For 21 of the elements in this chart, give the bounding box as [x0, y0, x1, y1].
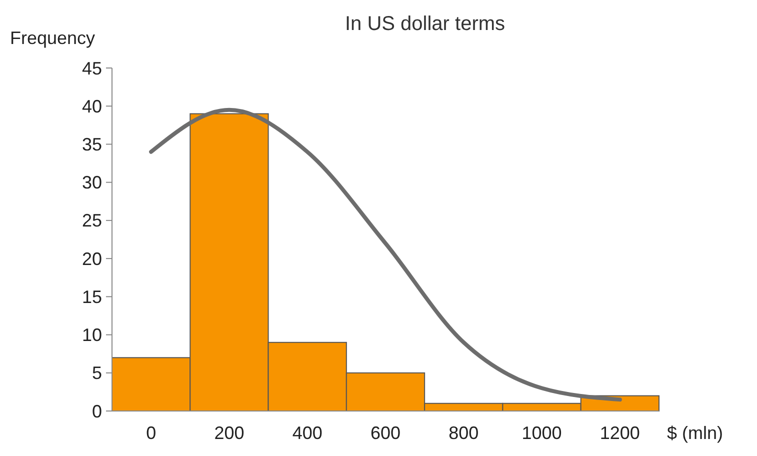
y-tick-label: 30: [82, 172, 102, 193]
line-series: [149, 108, 622, 402]
y-tick-label: 10: [82, 325, 102, 346]
x-axis-title: $ (mln): [667, 423, 724, 443]
y-tick-label: 5: [92, 363, 102, 384]
x-tick-label: 600: [370, 423, 401, 443]
x-tick-label: 800: [448, 423, 479, 443]
x-tick-label: 400: [292, 423, 322, 443]
y-axis-title: Frequency: [10, 28, 96, 48]
chart-title: In US dollar terms: [344, 13, 506, 35]
y-tick-label: 25: [82, 210, 102, 231]
x-tick-label: 1200: [600, 423, 640, 443]
y-tick-label: 35: [82, 134, 102, 155]
x-tick-label: 1000: [522, 423, 562, 443]
y-tick-label: 20: [82, 248, 102, 269]
y-tick-label: 40: [82, 96, 102, 116]
y-tick-label: 0: [92, 401, 102, 422]
y-tick-label: 45: [82, 58, 102, 78]
x-tick-label: 200: [214, 423, 244, 443]
y-tick-label: 15: [82, 286, 102, 307]
x-tick-label: 0: [146, 423, 156, 443]
